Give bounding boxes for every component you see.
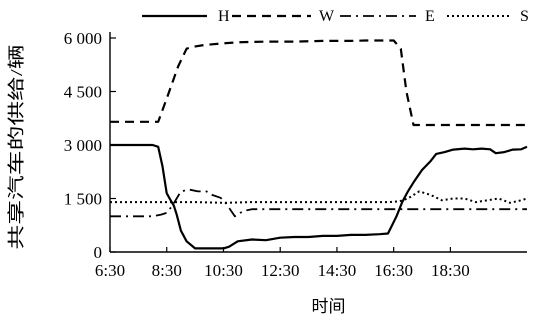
y-tick-label: 6 000 <box>64 29 102 48</box>
legend-label-w: W <box>319 8 335 25</box>
x-tick-label: 18:30 <box>431 261 470 280</box>
y-tick-label: 1 500 <box>64 190 102 209</box>
y-tick-label: 0 <box>94 243 103 262</box>
series-line-h <box>110 143 528 250</box>
series-line-s <box>110 190 528 204</box>
y-tick-label: 4 500 <box>64 83 102 102</box>
y-tick-label: 3 000 <box>64 136 102 155</box>
series-line-w <box>110 39 527 127</box>
legend-label-e: E <box>425 8 435 25</box>
y-axis-ticks: 0 1 500 3 000 4 500 6 000 <box>64 29 116 262</box>
legend-label-s: S <box>520 8 529 25</box>
x-tick-label: 8:30 <box>152 261 182 280</box>
series-layer <box>110 39 528 250</box>
x-axis-ticks: 6:30 8:30 10:30 12:30 14:30 16:30 18:30 <box>95 247 470 280</box>
x-tick-label: 14:30 <box>318 261 357 280</box>
plot-frame <box>109 32 527 253</box>
y-axis-title: 共享汽车的供给/辆 <box>7 45 26 250</box>
series-line-e <box>110 188 527 218</box>
x-tick-label: 16:30 <box>374 261 413 280</box>
legend-label-h: H <box>218 8 230 25</box>
x-tick-label: 12:30 <box>261 261 300 280</box>
x-tick-label: 6:30 <box>95 261 125 280</box>
x-tick-label: 10:30 <box>204 261 243 280</box>
x-axis-title: 时间 <box>312 297 346 316</box>
